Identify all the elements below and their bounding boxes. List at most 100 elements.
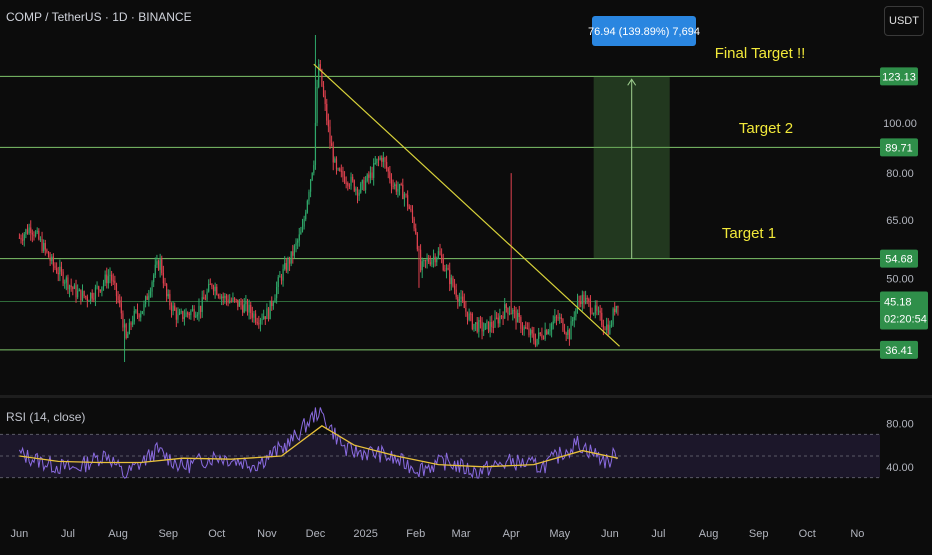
candle-body: [136, 310, 139, 315]
candle-body: [369, 172, 372, 178]
candle-body: [555, 316, 558, 318]
target-label: Final Target !!: [715, 45, 806, 62]
candle-body: [497, 317, 499, 324]
time-axis-label: Jun: [11, 528, 29, 540]
candle-body: [609, 325, 611, 334]
candle-body: [572, 319, 574, 322]
candle-body: [457, 296, 459, 302]
candle-body: [567, 329, 569, 335]
candle-body: [465, 308, 467, 312]
candle-body: [426, 259, 428, 262]
candle-body: [428, 259, 430, 263]
candle-body: [193, 308, 195, 318]
candle-body: [282, 268, 284, 281]
candle-body: [442, 258, 444, 271]
candle-body: [606, 324, 608, 330]
candle-body: [232, 297, 234, 301]
candle-body: [297, 240, 299, 243]
candle-body: [111, 274, 113, 281]
candle-body: [612, 308, 614, 325]
level-price-label: 36.41: [885, 345, 913, 357]
candle-body: [225, 295, 228, 300]
candle-body: [230, 300, 232, 302]
candle-body: [101, 286, 103, 292]
candle-body: [188, 313, 190, 316]
candle-body: [88, 300, 90, 302]
candle-body: [258, 323, 260, 325]
candle-body: [594, 305, 596, 314]
candle-body: [276, 287, 278, 299]
candle-body: [271, 300, 273, 307]
target-label: Target 1: [722, 225, 776, 242]
candle-body: [356, 188, 359, 196]
candle-body: [529, 329, 532, 336]
candle-body: [416, 233, 418, 250]
candle-body: [376, 158, 378, 164]
candle-body: [229, 300, 231, 303]
currency-button[interactable]: USDT: [884, 6, 924, 36]
measure-label: 76.94 (139.89%) 7,694: [588, 26, 700, 38]
candle-body: [551, 323, 553, 330]
candle-body: [227, 299, 229, 303]
candle-body: [261, 319, 263, 321]
candle-body: [421, 261, 423, 271]
current-price-tag: [880, 291, 928, 330]
candle-body: [387, 168, 389, 172]
candle-body: [424, 260, 427, 262]
candle-body: [311, 172, 313, 180]
candle-body: [298, 234, 300, 241]
candle-body: [343, 176, 346, 183]
candle-body: [583, 294, 585, 304]
candle-body: [371, 172, 373, 178]
time-axis-label: Sep: [749, 528, 769, 540]
candle-body: [604, 328, 606, 330]
candle-body: [411, 210, 414, 219]
candle-body: [355, 188, 357, 191]
candle-body: [502, 315, 504, 319]
candle-body: [434, 256, 436, 263]
candle-body: [159, 258, 161, 270]
candle-body: [75, 285, 77, 298]
candle-body: [332, 146, 334, 163]
candle-body: [288, 259, 291, 264]
candle-body: [450, 277, 452, 285]
candle-body: [144, 296, 147, 305]
candle-body: [138, 314, 140, 318]
candle-body: [44, 243, 46, 250]
candle-body: [395, 184, 397, 192]
candle-body: [392, 185, 394, 187]
candle-body: [102, 282, 105, 287]
candle-body: [489, 322, 491, 332]
candle-body: [65, 277, 67, 283]
symbol-title: COMP / TetherUS · 1D · BINANCE: [6, 10, 192, 24]
rsi-tick-label: 40.00: [886, 462, 914, 474]
candle-body: [329, 126, 331, 144]
descending-trendline: [313, 63, 620, 347]
candle-body: [162, 272, 164, 284]
candle-body: [60, 266, 63, 272]
candle-body: [573, 316, 575, 320]
candle-body: [508, 313, 511, 315]
candle-body: [562, 318, 564, 331]
candle-body: [455, 289, 457, 297]
candle-body: [73, 285, 76, 289]
candle-body: [43, 243, 45, 252]
candle-body: [18, 237, 21, 239]
candle-body: [402, 184, 404, 200]
candle-body: [237, 299, 239, 307]
candle-body: [342, 170, 344, 177]
candle-body: [381, 157, 383, 162]
candle-body: [182, 311, 184, 320]
candle-body: [112, 280, 114, 282]
candle-body: [549, 329, 551, 332]
candle-body: [77, 291, 79, 298]
candle-body: [123, 324, 126, 328]
candle-body: [180, 311, 182, 313]
candle-body: [72, 287, 74, 289]
candle-body: [384, 157, 386, 162]
candle-body: [494, 317, 496, 328]
candle-body: [552, 321, 554, 324]
candle-body: [305, 212, 307, 220]
